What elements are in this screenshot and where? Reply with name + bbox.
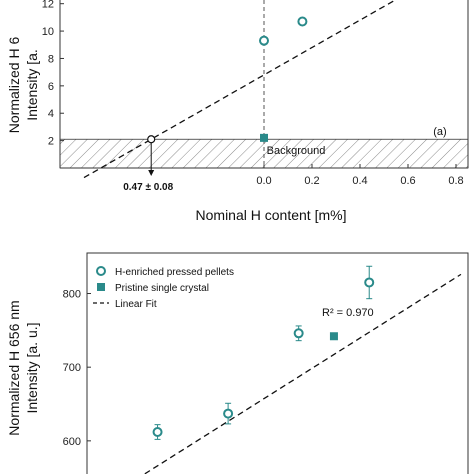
chart-b-legend-marker-pellet xyxy=(96,266,106,276)
chart-a-ylabel-line2: Intensity [a. xyxy=(24,49,40,121)
chart-b-frame xyxy=(86,252,469,474)
chart-a-x-tick-label: 0.4 xyxy=(352,175,367,187)
chart-b-legend-entry: Linear Fit xyxy=(115,299,157,310)
chart-a-intercept-label: 0.47 ± 0.08 xyxy=(123,182,173,193)
chart-a-y-tick-label: 6 xyxy=(48,81,54,93)
chart-b-y-tick-label: 600 xyxy=(63,436,81,448)
chart-b-legend-entry: Pristine single crystal xyxy=(115,283,209,294)
chart-b-point-pellet xyxy=(223,408,234,419)
chart-a-y-tick-label: 2 xyxy=(48,136,54,148)
chart-a-intercept-arrowhead xyxy=(148,170,155,176)
chart-a-y-tick-label: 12 xyxy=(42,0,54,11)
chart-b-legend-marker-crystal xyxy=(97,283,105,291)
chart-a-x-tick-label: 0.2 xyxy=(304,175,319,187)
chart-a-x-tick-label: 0.0 xyxy=(256,175,271,187)
chart-a-y-tick-label: 4 xyxy=(48,108,54,120)
chart-b-ylabel-line1: Normalized H 656 nm xyxy=(6,300,22,435)
chart-a-background-label: Background xyxy=(267,145,326,157)
chart-a-ylabel-line1: Normalized H 6 xyxy=(6,37,22,134)
chart-a-panel-label: (a) xyxy=(433,126,446,138)
chart-a-xlabel: Nominal H content [m%] xyxy=(196,207,347,223)
chart-b-legend-entry: H-enriched pressed pellets xyxy=(115,267,234,278)
chart-a-x-tick-label: 0.6 xyxy=(400,175,415,187)
chart-a-point-pellet xyxy=(259,35,269,46)
chart-b: Normalized H 656 nm Intensity [a. u.] R²… xyxy=(6,252,469,474)
chart-a-point-pellet xyxy=(297,16,308,27)
chart-b-y-tick-label: 800 xyxy=(63,289,81,301)
chart-a-y-tick-label: 8 xyxy=(48,53,54,65)
chart-a: Normalized H 6 Intensity [a. Nominal H c… xyxy=(6,0,469,223)
chart-a-point-crystal xyxy=(260,133,268,142)
chart-b-y-tick-label: 700 xyxy=(63,362,81,374)
chart-b-point-pellet xyxy=(293,328,304,339)
chart-b-point-pellet xyxy=(152,427,163,438)
chart-a-y-tick-label: 10 xyxy=(42,26,54,38)
chart-b-point-pellet xyxy=(364,277,375,288)
chart-a-intercept-point xyxy=(147,135,156,144)
chart-b-point-crystal xyxy=(329,332,338,341)
chart-b-ylabel-line2: Intensity [a. u.] xyxy=(24,322,40,413)
chart-a-x-tick-label: 0.8 xyxy=(448,175,463,187)
chart-b-fit-line xyxy=(143,273,462,474)
chart-b-r2-label: R² = 0.970 xyxy=(322,307,374,319)
